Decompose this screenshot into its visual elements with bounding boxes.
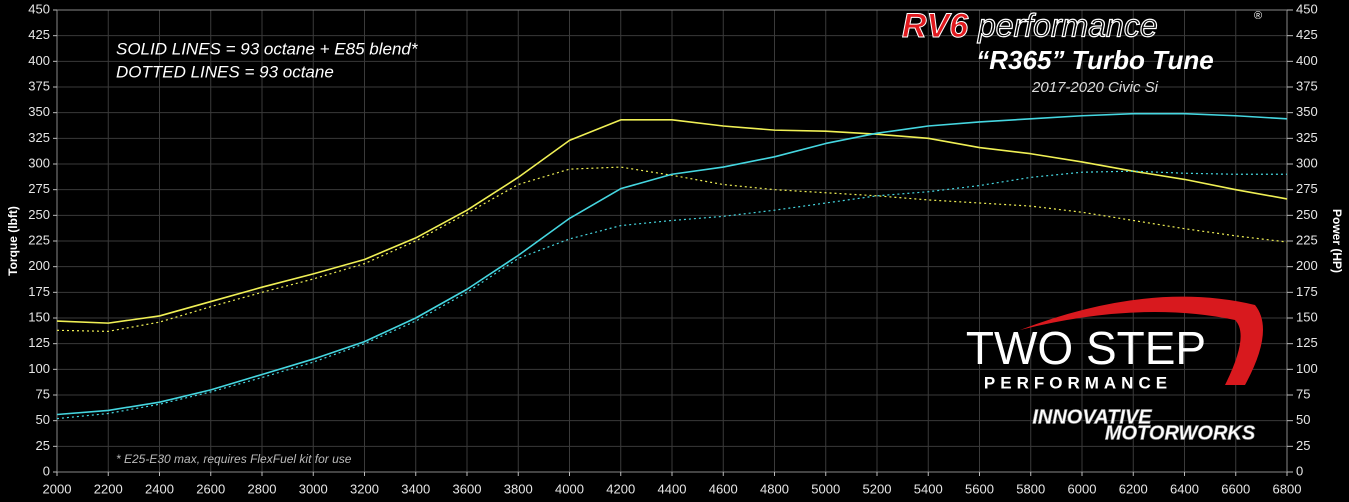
y2-tick-label: 200 [1296,258,1318,273]
x-tick-label: 5200 [863,481,892,496]
logo-motorworks: MOTORWORKS [1105,422,1256,444]
y-tick-label: 200 [28,258,50,273]
x-tick-label: 2200 [94,481,123,496]
y-tick-label: 100 [28,361,50,376]
x-tick-label: 6000 [1068,481,1097,496]
y2-tick-label: 450 [1296,1,1318,16]
y2-tick-label: 325 [1296,130,1318,145]
annotation: DOTTED LINES = 93 octane [116,62,334,81]
y2-tick-label: 0 [1296,463,1303,478]
x-tick-label: 5800 [1016,481,1045,496]
grid [56,9,1288,473]
y2-tick-label: 250 [1296,207,1318,222]
series-line [56,170,1287,420]
chart-title: “R365” Turbo Tune [976,45,1213,75]
series-line [56,166,1288,332]
series-line [56,119,1288,324]
y2-tick-label: 425 [1296,27,1318,42]
x-tick-label: 4000 [555,481,584,496]
y2-tick-label: 50 [1296,412,1310,427]
y2-tick-label: 300 [1296,155,1318,170]
y-tick-label: 350 [28,104,50,119]
x-tick-label: 6600 [1221,481,1250,496]
y-tick-label: 325 [28,130,50,145]
y2-tick-label: 175 [1296,284,1318,299]
x-tick-label: 4600 [709,481,738,496]
y2-tick-label: 400 [1296,53,1318,68]
y2-tick-label: 275 [1296,181,1318,196]
logo-performance: performance [977,7,1158,43]
x-tick-label: 3400 [401,481,430,496]
y-tick-label: 300 [28,155,50,170]
x-tick-label: 3200 [350,481,379,496]
y-tick-label: 400 [28,53,50,68]
lines [56,112,1288,420]
x-tick-label: 5600 [965,481,994,496]
y-tick-label: 450 [28,1,50,16]
y2-tick-label: 225 [1296,232,1318,247]
x-tick-label: 3800 [504,481,533,496]
y-tick-label: 50 [36,412,50,427]
y-tick-label: 250 [28,207,50,222]
x-tick-label: 6800 [1273,481,1302,496]
x-tick-label: 2000 [43,481,72,496]
series-line [56,112,1288,416]
x-tick-label: 3600 [453,481,482,496]
y-tick-label: 225 [28,232,50,247]
chart-subtitle: 2017-2020 Civic Si [1031,79,1159,96]
y-tick-label: 175 [28,284,50,299]
y-tick-label: 75 [36,386,50,401]
x-tick-label: 2600 [196,481,225,496]
y2-tick-label: 25 [1296,438,1310,453]
labels: 0255075100125150175200225250275300325350… [28,1,1317,496]
y-tick-label: 0 [43,463,50,478]
x-tick-label: 6200 [1119,481,1148,496]
logo-registered: ® [1254,10,1262,22]
x-tick-label: 4200 [606,481,635,496]
x-tick-label: 5000 [811,481,840,496]
y2-tick-label: 100 [1296,361,1318,376]
logo-two-step-sub: PERFORMANCE [984,373,1172,392]
logo-two-step: TWO STEP [966,322,1206,374]
x-tick-label: 2800 [248,481,277,496]
annotation: SOLID LINES = 93 octane + E85 blend* [116,39,419,58]
y-tick-label: 150 [28,309,50,324]
y-tick-label: 125 [28,335,50,350]
y-tick-label: 375 [28,78,50,93]
y-tick-label: 25 [36,438,50,453]
x-tick-label: 6400 [1170,481,1199,496]
x-tick-label: 3000 [299,481,328,496]
x-tick-label: 4800 [760,481,789,496]
y2-axis-label: Power (HP) [1330,209,1344,273]
y2-tick-label: 75 [1296,386,1310,401]
y2-tick-label: 150 [1296,309,1318,324]
x-tick-label: 5400 [914,481,943,496]
logo-swoosh [1020,296,1263,385]
y2-tick-label: 350 [1296,104,1318,119]
y-tick-label: 425 [28,27,50,42]
x-tick-label: 4400 [658,481,687,496]
logo-innovative: INNOVATIVE [1032,406,1152,428]
y2-tick-label: 375 [1296,78,1318,93]
logo-rv6: RV6 [902,7,969,45]
y2-tick-label: 125 [1296,335,1318,350]
x-tick-label: 2400 [145,481,174,496]
y-axis-label: Torque (lbft) [6,206,20,276]
footnote: * E25-E30 max, requires FlexFuel kit for… [116,452,352,466]
y-tick-label: 275 [28,181,50,196]
